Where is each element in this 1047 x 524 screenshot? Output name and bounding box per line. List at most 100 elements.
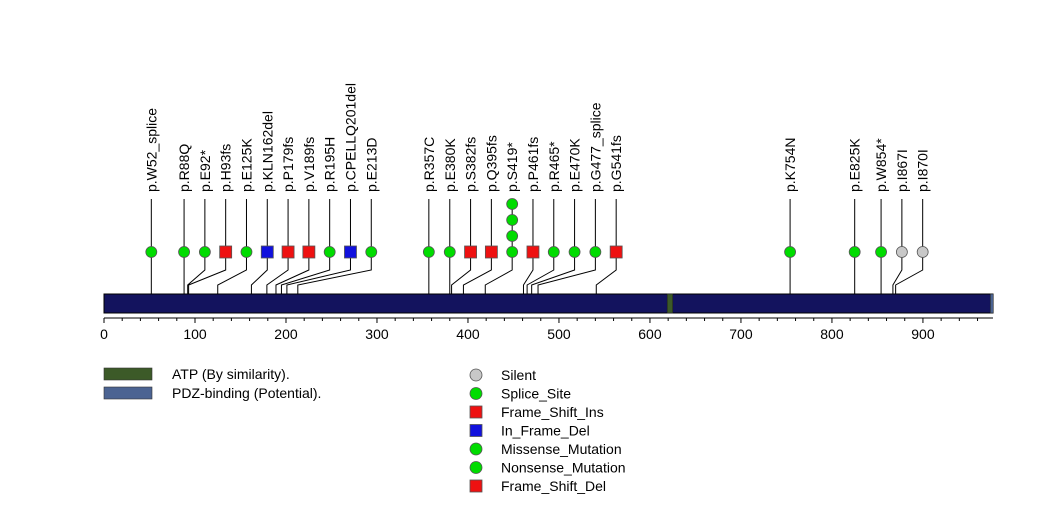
mutation-label: p.S382fs [463,137,479,192]
mutation-marker-circle[interactable] [422,246,435,258]
stem-p-i867i [892,199,903,294]
type-legend-label: Splice_Site [501,386,571,402]
mutation-label: p.E825K [847,138,863,192]
mutation-label: p.CPELLQ201del [342,83,358,192]
x-tick-label: 200 [274,326,298,342]
domain-legend-swatch [103,386,153,400]
mutation-type-legend: Silent Splice_Site Frame_Shift_Ins In_Frame… [469,367,626,494]
x-tick-label: 300 [365,326,389,342]
x-tick-label: 700 [729,326,753,342]
stem-p-i870i [895,199,924,294]
mutation-marker-circle[interactable] [506,214,519,226]
mutation-label: p.R195H [322,137,338,192]
mutation-marker-circle[interactable] [506,230,519,242]
mutation-label: p.K754N [782,138,798,192]
x-tick-label: 0 [100,326,108,342]
mutation-marker-circle[interactable] [323,246,336,258]
mutation-label: p.P461fs [525,137,541,192]
mutation-label: p.E92* [197,149,213,192]
x-tick-label: 100 [183,326,207,342]
mutation-marker-circle[interactable] [506,246,519,258]
domain-legend-label: PDZ-binding (Potential). [172,385,321,401]
mutation-label: p.S419* [504,142,520,192]
mutation-marker-square[interactable] [302,245,316,259]
mutation-marker-square[interactable] [484,245,498,259]
stem-p-e125k [217,199,247,294]
mutation-marker-circle[interactable] [568,246,581,258]
x-tick-label: 900 [911,326,935,342]
stem-p-g477-splice [537,199,596,294]
stem-p-r465- [526,199,555,294]
mutation-marker-square[interactable] [281,245,295,259]
mutation-marker-square[interactable] [464,245,477,259]
mutation-marker-circle[interactable] [178,246,190,258]
x-tick-label: 500 [547,326,571,342]
mutation-label: p.E125K [238,138,254,192]
mutation-marker-square[interactable] [260,245,274,259]
type-legend-circle [469,387,483,400]
mutation-label: p.I870I [915,149,931,192]
domain-0[interactable] [666,293,674,314]
stem-p-s382fs [451,199,472,294]
mutation-label: p.E470K [567,138,583,192]
mutation-label: p.E213D [363,138,379,192]
mutation-marker-circle[interactable] [145,246,158,258]
mutation-marker-circle[interactable] [589,246,602,258]
mutation-marker-square[interactable] [219,245,233,259]
mutation-marker-circle[interactable] [443,246,456,258]
type-legend-square [469,424,483,437]
mutation-marker-circle[interactable] [895,246,908,258]
mutation-marker-circle[interactable] [875,246,887,258]
mutation-label: p.KLN162del [259,111,275,192]
mutation-marker-circle[interactable] [784,246,796,258]
mutation-label: p.Q395fs [483,135,499,192]
type-legend-label: Frame_Shift_Del [501,478,606,494]
mutation-marker-circle[interactable] [916,246,929,258]
mutation-marker-circle[interactable] [240,246,253,258]
stem-p-p461fs [522,199,534,294]
stem-p-cpellq201del [286,199,351,294]
mutation-marker-circle[interactable] [848,246,861,258]
stem-p-h93fs [188,199,227,294]
domain-legend-swatch [103,367,153,381]
mutation-label: p.W52_splice [143,108,159,192]
mutation-label: p.R357C [421,137,437,192]
stem-p-e92- [187,199,206,294]
mutation-label: p.I867I [894,149,910,192]
type-legend-circle [469,442,483,456]
stem-p-kln162del [250,199,268,294]
protein-backbone-layer [103,293,994,314]
domain-legend: ATP (By similarity). PDZ-binding (Potenti… [103,366,321,401]
stem-p-g541fs [595,199,617,294]
mutation-marker-circle[interactable] [506,198,519,210]
mutation-marker-square[interactable] [344,245,357,259]
mutation-marker-circle[interactable] [547,246,560,258]
mutation-label: p.G477_splice [587,102,603,192]
type-legend-label: Silent [501,367,536,383]
mutation-label: p.V189fs [301,137,317,192]
mutation-label: p.E380K [442,138,458,192]
mutation-marker-circle[interactable] [365,246,378,258]
x-axis: 0 100 200 300 400 500 600 700 800 900 [100,317,993,342]
mutation-label: p.H93fs [218,144,234,192]
mutation-label: p.G541fs [608,135,624,192]
mutation-labels-layer: p.W52_splice p.R88Q p.E92* p.H93fs p.E125K p.… [143,83,930,192]
mutation-label: p.P179fs [280,137,296,192]
mutation-label: p.R465* [546,141,562,192]
type-legend-square [469,405,483,419]
mutation-marker-square[interactable] [609,245,623,259]
type-legend-label: In_Frame_Del [501,423,590,439]
stem-p-q395fs [462,199,492,294]
mutation-markers-layer [145,198,929,259]
mutation-marker-circle[interactable] [198,246,211,258]
type-legend-circle [469,368,483,382]
type-legend-label: Missense_Mutation [501,441,622,457]
stem-p-r195h [280,199,331,294]
mutation-label: p.R88Q [176,144,192,192]
stem-p-v189fs [275,199,310,294]
domain-1[interactable] [989,293,994,314]
mutation-marker-square[interactable] [526,245,540,259]
x-tick-label: 400 [456,326,480,342]
x-tick-label: 600 [638,326,662,342]
